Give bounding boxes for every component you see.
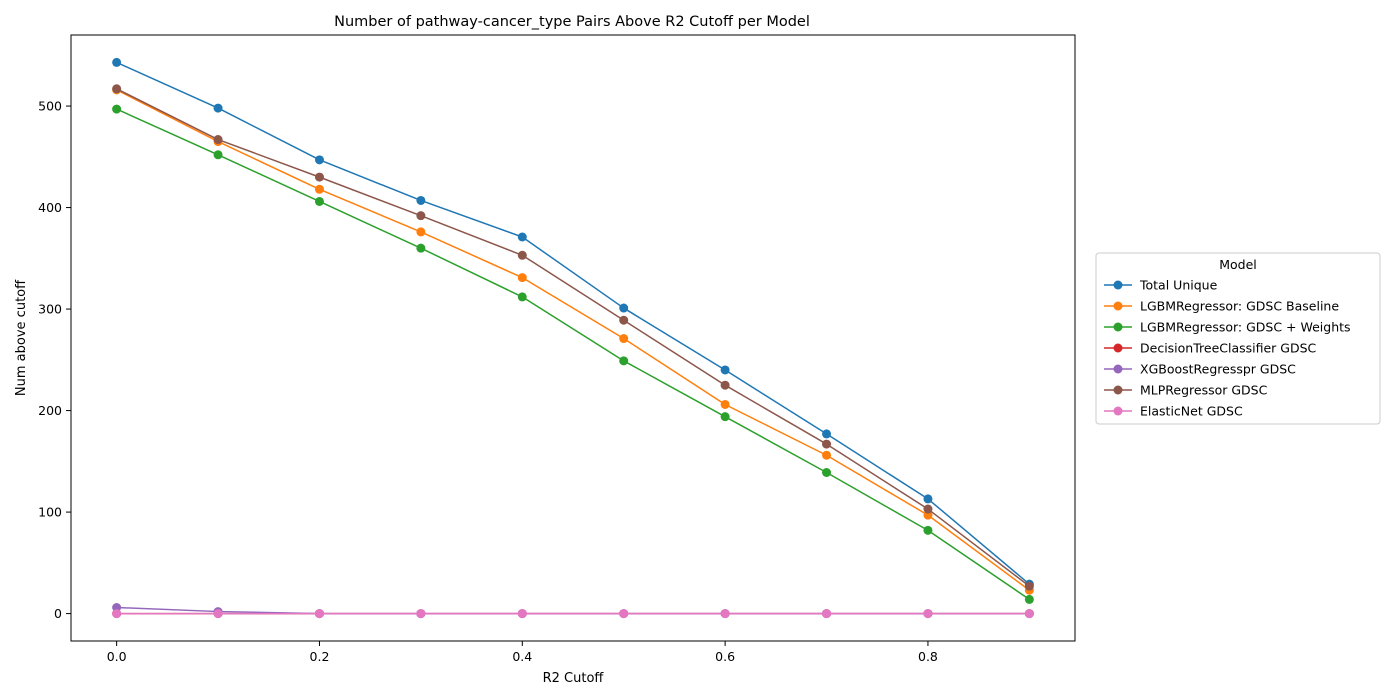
series-line xyxy=(116,606,1030,615)
legend-label: LGBMRegressor: GDSC Baseline xyxy=(1140,299,1339,314)
legend-label: Total Unique xyxy=(1139,278,1218,293)
legend-marker xyxy=(1113,385,1123,395)
data-point xyxy=(416,195,426,205)
legend-label: MLPRegressor GDSC xyxy=(1140,383,1268,398)
x-tick-label: 0.6 xyxy=(715,649,735,664)
x-tick-label: 0.0 xyxy=(107,649,127,664)
y-tick-label: 200 xyxy=(38,403,62,418)
y-tick-label: 100 xyxy=(38,505,62,520)
y-tick-label: 500 xyxy=(38,99,62,114)
data-point xyxy=(1024,609,1034,619)
data-point xyxy=(720,609,730,619)
data-point xyxy=(213,103,223,113)
data-point xyxy=(822,450,832,460)
data-point xyxy=(314,184,324,194)
series-4 xyxy=(112,603,1034,619)
data-point xyxy=(822,609,832,619)
data-point xyxy=(720,365,730,375)
data-point xyxy=(720,399,730,409)
data-point xyxy=(517,273,527,283)
data-point xyxy=(619,609,629,619)
data-point xyxy=(619,356,629,366)
data-point xyxy=(314,609,324,619)
legend-marker xyxy=(1113,406,1123,416)
data-point xyxy=(213,135,223,145)
data-point xyxy=(314,155,324,165)
legend-marker xyxy=(1113,280,1123,290)
legend-marker xyxy=(1113,343,1123,353)
data-point xyxy=(822,467,832,477)
data-point xyxy=(619,303,629,313)
data-point xyxy=(720,412,730,422)
legend: Model Total Unique LGBMRegressor: GDSC Ba… xyxy=(1095,252,1381,425)
data-point xyxy=(517,292,527,302)
legend-marker xyxy=(1113,364,1123,374)
data-point xyxy=(619,334,629,344)
plot-area-frame xyxy=(70,34,1076,642)
legend-title: Model xyxy=(1219,257,1257,272)
y-tick-label: 300 xyxy=(38,302,62,317)
x-tick-label: 0.2 xyxy=(310,649,330,664)
series-line xyxy=(116,88,1030,587)
series-line xyxy=(116,108,1030,601)
data-point xyxy=(822,439,832,449)
x-axis-label: R2 Cutoff xyxy=(543,671,605,686)
data-point xyxy=(517,232,527,242)
data-point xyxy=(416,211,426,221)
y-tick-label: 400 xyxy=(38,200,62,215)
data-point xyxy=(517,250,527,260)
series-line xyxy=(116,89,1030,591)
data-point xyxy=(923,494,933,504)
data-point xyxy=(923,609,933,619)
series-2 xyxy=(112,104,1034,604)
legend-label: ElasticNet GDSC xyxy=(1140,404,1243,419)
data-point xyxy=(923,504,933,514)
data-point xyxy=(923,525,933,535)
data-point xyxy=(314,196,324,206)
legend-label: DecisionTreeClassifier GDSC xyxy=(1140,341,1317,356)
data-point xyxy=(822,429,832,439)
data-point xyxy=(416,609,426,619)
data-point xyxy=(1024,594,1034,604)
series-6 xyxy=(112,609,1034,619)
data-point xyxy=(112,84,122,94)
chart-title: Number of pathway-cancer_type Pairs Abov… xyxy=(334,14,810,30)
data-point xyxy=(314,172,324,182)
data-point xyxy=(112,609,122,619)
y-tick-label: 0 xyxy=(54,606,62,621)
data-point xyxy=(416,243,426,253)
series-line xyxy=(116,61,1030,585)
data-point xyxy=(1024,581,1034,591)
data-point xyxy=(213,150,223,160)
data-point xyxy=(213,609,223,619)
data-point xyxy=(720,380,730,390)
series-1 xyxy=(112,85,1034,595)
x-tick-label: 0.8 xyxy=(918,649,938,664)
legend-label: LGBMRegressor: GDSC + Weights xyxy=(1140,320,1351,335)
data-point xyxy=(416,227,426,237)
legend-marker xyxy=(1113,322,1123,332)
data-point xyxy=(112,57,122,67)
legend-marker xyxy=(1113,301,1123,311)
data-point xyxy=(517,609,527,619)
series-5 xyxy=(112,84,1034,591)
y-axis-label: Num above cutoff xyxy=(14,279,29,396)
data-point xyxy=(112,104,122,114)
data-point xyxy=(619,315,629,325)
legend-label: XGBoostRegresspr GDSC xyxy=(1140,362,1296,377)
x-tick-label: 0.4 xyxy=(512,649,532,664)
legend-box xyxy=(1095,252,1381,425)
series-0 xyxy=(112,57,1034,589)
